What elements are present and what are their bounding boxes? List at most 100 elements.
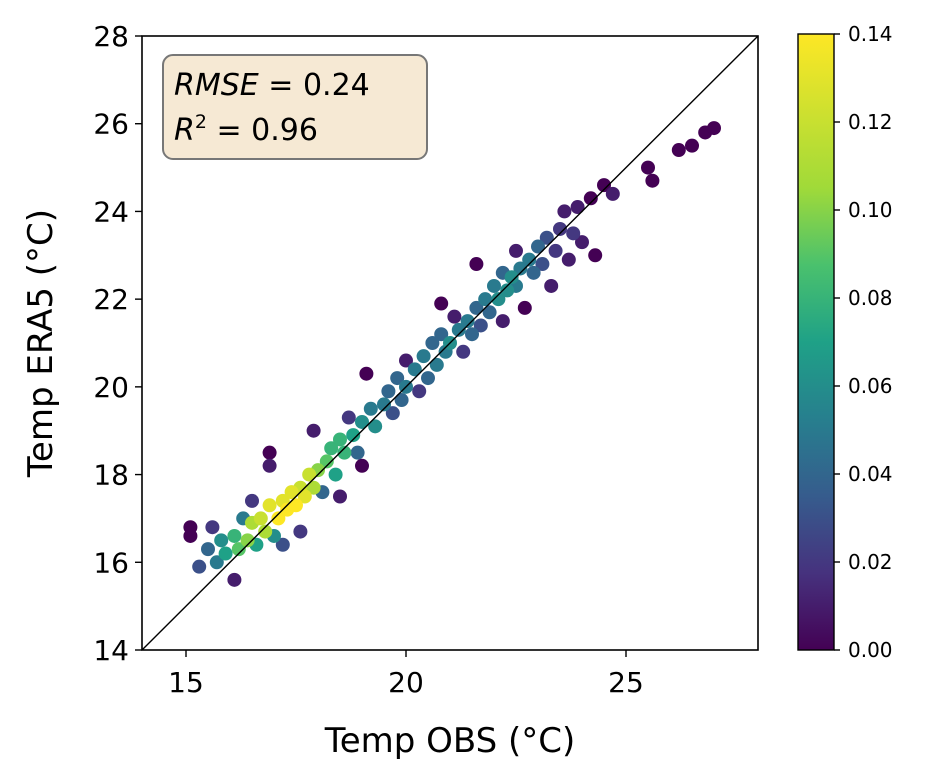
y-axis: 14 16 18 20 22 24 26 28 xyxy=(93,20,142,667)
data-point xyxy=(491,292,506,307)
data-point xyxy=(275,537,290,552)
data-point xyxy=(333,432,347,447)
data-point xyxy=(566,226,581,241)
rmse-label: RMSE xyxy=(174,68,259,103)
data-point xyxy=(218,546,233,561)
y-tick-label: 16 xyxy=(93,546,129,579)
data-point xyxy=(289,498,303,513)
data-point xyxy=(385,406,400,421)
y-tick-label: 18 xyxy=(93,459,129,492)
data-point xyxy=(531,239,545,254)
data-point xyxy=(553,221,567,236)
x-tick-label: 15 xyxy=(168,666,204,699)
data-point xyxy=(227,528,242,543)
colorbar-tick-label: 0.00 xyxy=(848,638,893,662)
data-point xyxy=(557,204,572,219)
data-point xyxy=(588,248,603,263)
data-point xyxy=(271,511,286,526)
y-tick-label: 22 xyxy=(93,283,129,316)
data-point xyxy=(209,555,224,570)
data-point xyxy=(421,371,435,386)
data-point xyxy=(460,314,475,329)
data-point xyxy=(245,493,259,508)
x-axis: 15 20 25 xyxy=(168,650,644,699)
data-point xyxy=(482,305,497,320)
data-point xyxy=(671,143,686,158)
y-tick-label: 14 xyxy=(93,634,129,667)
data-point xyxy=(381,384,396,399)
data-point xyxy=(399,353,413,368)
data-point xyxy=(355,458,369,473)
rmse-value: 0.24 xyxy=(303,68,370,103)
data-point xyxy=(561,252,576,267)
data-point xyxy=(605,186,620,201)
colorbar xyxy=(797,33,835,651)
y-tick-label: 26 xyxy=(93,108,129,141)
data-point xyxy=(394,393,409,408)
colorbar-tick-label: 0.12 xyxy=(848,110,893,134)
data-point xyxy=(183,528,198,543)
data-point xyxy=(412,384,427,399)
data-point xyxy=(231,542,246,557)
data-point xyxy=(306,480,321,495)
data-point xyxy=(368,419,383,434)
colorbar-tick-label: 0.02 xyxy=(848,550,893,574)
data-point xyxy=(297,489,312,504)
rmse-text: RMSE = 0.24 xyxy=(174,68,370,103)
r2-equals: = xyxy=(207,113,251,148)
data-point xyxy=(240,533,255,548)
data-point xyxy=(201,542,215,557)
data-point xyxy=(478,292,493,307)
data-point xyxy=(707,121,721,136)
data-point xyxy=(495,314,510,329)
data-point xyxy=(416,349,431,364)
data-point xyxy=(513,261,528,276)
data-point xyxy=(355,414,369,429)
data-point xyxy=(597,178,611,193)
stats-box-background xyxy=(162,54,428,160)
x-tick-label: 20 xyxy=(388,666,424,699)
data-point xyxy=(469,257,484,272)
data-point xyxy=(645,173,660,188)
data-point xyxy=(425,336,440,350)
data-point xyxy=(328,467,343,482)
data-point xyxy=(341,410,356,425)
data-point xyxy=(306,423,321,438)
data-point xyxy=(434,327,449,342)
data-point xyxy=(253,511,268,526)
data-point xyxy=(548,243,563,258)
colorbar-tick-label: 0.04 xyxy=(848,462,893,486)
data-point xyxy=(192,559,207,574)
data-point xyxy=(346,428,361,443)
data-point xyxy=(262,498,277,513)
data-point xyxy=(465,327,479,342)
data-point xyxy=(205,520,220,535)
data-point xyxy=(447,309,462,324)
colorbar-tick-label: 0.06 xyxy=(848,374,893,398)
x-tick-label: 25 xyxy=(608,666,644,699)
scatter-points xyxy=(183,121,721,587)
data-point xyxy=(302,467,317,482)
colorbar-tick-label: 0.14 xyxy=(848,22,893,46)
plot-frame xyxy=(141,35,759,651)
data-point xyxy=(227,572,242,587)
data-point xyxy=(390,371,405,386)
x-axis-title: Temp OBS (°C) xyxy=(324,721,576,761)
data-point xyxy=(570,200,585,215)
data-point xyxy=(504,270,519,285)
data-point xyxy=(337,445,352,460)
data-point xyxy=(575,235,589,250)
r2-value: 0.96 xyxy=(251,113,318,148)
data-point xyxy=(526,265,541,280)
data-point xyxy=(473,318,488,333)
data-point xyxy=(487,278,501,293)
data-point xyxy=(641,160,655,175)
r2-label: R xyxy=(174,113,195,148)
data-point xyxy=(509,243,523,258)
data-point xyxy=(544,278,559,293)
data-point xyxy=(583,191,598,206)
data-point xyxy=(293,524,308,539)
data-point xyxy=(429,357,444,372)
stats-box: RMSE = 0.24 R2 = 0.96 xyxy=(162,54,428,160)
